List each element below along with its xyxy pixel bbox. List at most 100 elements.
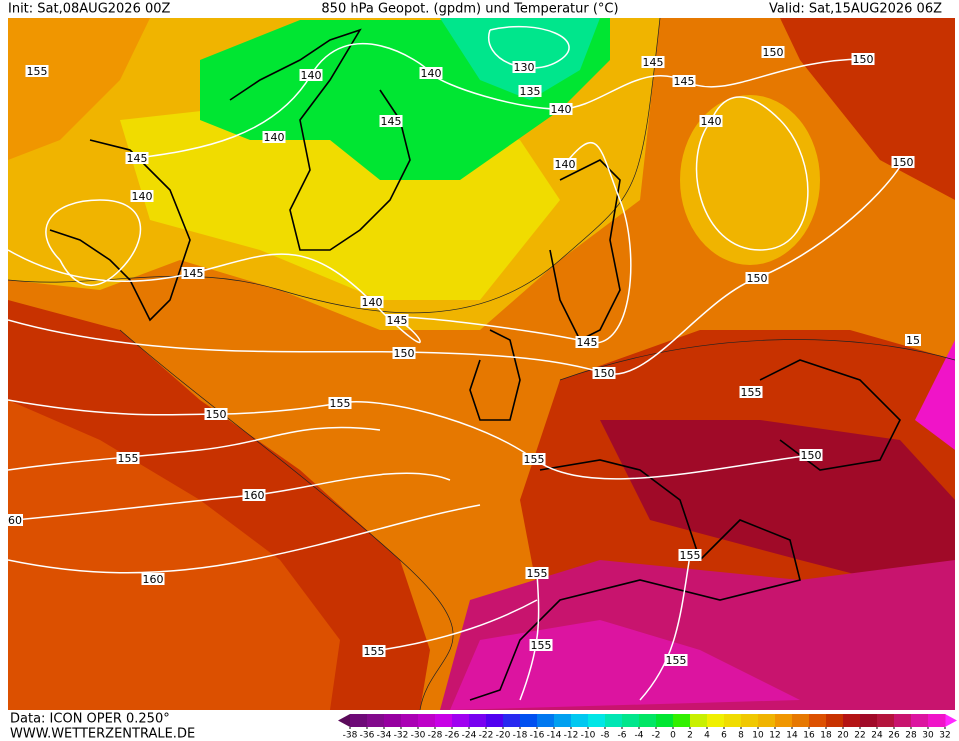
colorbar-tick-label: -34 (377, 731, 392, 741)
contour-label: 15 (906, 334, 920, 347)
contour-label-box (529, 639, 553, 651)
contour-label: 155 (741, 386, 762, 399)
colorbar-tick-label: -32 (394, 731, 409, 741)
colorbar-tick-label: -14 (547, 731, 562, 741)
isotherm (119, 329, 454, 710)
contour-label: 145 (127, 152, 148, 165)
contour-label-box (116, 452, 140, 464)
contour-label: 140 (132, 190, 153, 203)
field-green-core (440, 18, 600, 100)
map-title: 850 hPa Geopot. (gpdm) und Temperatur (°… (321, 2, 618, 17)
contour-label-box (799, 449, 823, 461)
geopotential-contour (45, 199, 142, 286)
contour-label-box (125, 152, 149, 164)
contour-label: 150 (747, 272, 768, 285)
colorbar-segment (775, 714, 793, 727)
colorbar-tick-label: -38 (343, 731, 358, 741)
colorbar-segment (452, 714, 470, 727)
colorbar-tick-label: 0 (670, 731, 676, 741)
contour-label-box (181, 267, 205, 279)
contour-label: 155 (27, 65, 48, 78)
coastline (229, 28, 411, 251)
field-warm-ne (780, 18, 955, 200)
colorbar-tick-label: 26 (888, 731, 900, 741)
contour-label-box (672, 75, 696, 87)
colorbar-segment (588, 714, 606, 727)
colorbar-segment (758, 714, 776, 727)
contour-label: 140 (421, 67, 442, 80)
contour-label-box (553, 158, 577, 170)
coastline (469, 459, 801, 701)
colorbar-tick-label: 16 (803, 731, 815, 741)
contour-label-box (525, 567, 549, 579)
contour-label-box (891, 156, 915, 168)
colorbar-segment (707, 714, 725, 727)
contour-label: 150 (893, 156, 914, 169)
colorbar-tick-label: 30 (922, 731, 934, 741)
contour-label-box (362, 645, 386, 657)
contour-label: 135 (520, 85, 541, 98)
contour-label-box (379, 115, 403, 127)
contour-label: 140 (362, 296, 383, 309)
contour-label: 145 (643, 56, 664, 69)
website: WWW.WETTERZENTRALE.DE (10, 727, 195, 741)
colorbar-tick-label: 22 (854, 731, 865, 741)
geopotential-contour (373, 554, 691, 701)
field-yellow-east (680, 95, 820, 265)
contour-label: 150 (206, 408, 227, 421)
colorbar-segment (469, 714, 487, 727)
contour-label-box (592, 367, 616, 379)
colorbar-tick-label: 10 (752, 731, 764, 741)
contour-label: 150 (853, 53, 874, 66)
contour-label: 60 (8, 514, 22, 527)
colorbar-tick-label: 20 (837, 731, 849, 741)
colorbar-under-arrow (338, 714, 350, 727)
colorbar-segment (928, 714, 946, 727)
contour-label: 140 (551, 103, 572, 116)
contour-label: 160 (244, 489, 265, 502)
coastline (49, 139, 191, 322)
colorbar-segment (639, 714, 657, 727)
contour-label: 155 (531, 639, 552, 652)
colorbar-tick-label: -2 (652, 731, 661, 741)
map (8, 18, 955, 710)
colorbar-segment (486, 714, 504, 727)
contour-label-box (699, 115, 723, 127)
contour-label-box (522, 453, 546, 465)
colorbar-tick-label: -8 (601, 731, 610, 741)
colorbar-tick-label: -6 (618, 731, 627, 741)
init-time: Init: Sat,08AUG2026 00Z (8, 2, 171, 17)
colorbar-segment (401, 714, 419, 727)
colorbar-segment (520, 714, 538, 727)
colorbar-tick-label: 18 (820, 731, 832, 741)
colorbar-segment (384, 714, 402, 727)
colorbar-tick-label: -24 (462, 731, 477, 741)
colorbar-segment (605, 714, 623, 727)
contour-label: 130 (514, 61, 535, 74)
contour-label-box (575, 336, 599, 348)
contour-label-box (392, 347, 416, 359)
contour-label: 145 (577, 336, 598, 349)
colorbar-tick-label: 4 (704, 731, 710, 741)
geopotential-contour (8, 504, 481, 574)
field-hot-mediterranean (600, 420, 955, 600)
contour-label: 160 (143, 573, 164, 586)
contour-label-box (664, 654, 688, 666)
contour-label: 145 (674, 75, 695, 88)
contour-label: 155 (118, 452, 139, 465)
contour-label: 155 (666, 654, 687, 667)
colorbar-segment (792, 714, 810, 727)
contour-label-box (549, 103, 573, 115)
colorbar-segment (826, 714, 844, 727)
colorbar-segment (418, 714, 436, 727)
colorbar-segment (537, 714, 555, 727)
colorbar-segment (724, 714, 742, 727)
colorbar-tick-label: -12 (564, 731, 579, 741)
colorbar-tick-label: -22 (479, 731, 494, 741)
colorbar-tick-label: -18 (513, 731, 528, 741)
colorbar-tick-label: -16 (530, 731, 545, 741)
colorbar-segment (741, 714, 759, 727)
colorbar-segment (673, 714, 691, 727)
colorbar-tick-label: -30 (411, 731, 426, 741)
